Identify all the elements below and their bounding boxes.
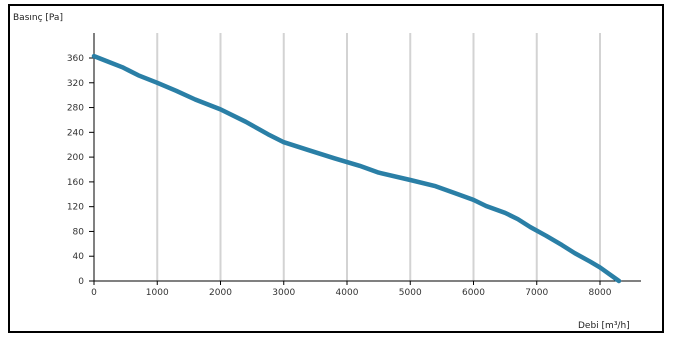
- x-tick-label: 7000: [525, 288, 548, 298]
- y-tick-label: 280: [67, 104, 84, 114]
- x-tick-label: 3000: [272, 288, 295, 298]
- x-tick-label: 1000: [146, 288, 169, 298]
- y-tick-label: 80: [73, 227, 85, 237]
- y-tick-label: 360: [67, 54, 84, 64]
- y-axis-label: Basınç [Pa]: [13, 13, 63, 23]
- x-tick-label: 5000: [399, 288, 422, 298]
- chart-frame: [8, 4, 664, 333]
- x-tick-label: 0: [91, 288, 97, 298]
- x-tick-label: 4000: [336, 288, 359, 298]
- x-tick-label: 8000: [589, 288, 612, 298]
- x-tick-label: 2000: [209, 288, 232, 298]
- series-line: [91, 53, 622, 284]
- y-tick-label: 0: [78, 277, 84, 287]
- x-tick-label: 6000: [462, 288, 485, 298]
- y-tick-label: 40: [73, 252, 85, 262]
- y-tick-label: 320: [67, 79, 84, 89]
- x-axis-label: Debi [m³/h]: [578, 321, 630, 331]
- y-tick-label: 120: [67, 203, 84, 213]
- y-tick-label: 240: [67, 128, 84, 138]
- y-tick-label: 160: [67, 178, 84, 188]
- y-tick-label: 200: [67, 153, 84, 163]
